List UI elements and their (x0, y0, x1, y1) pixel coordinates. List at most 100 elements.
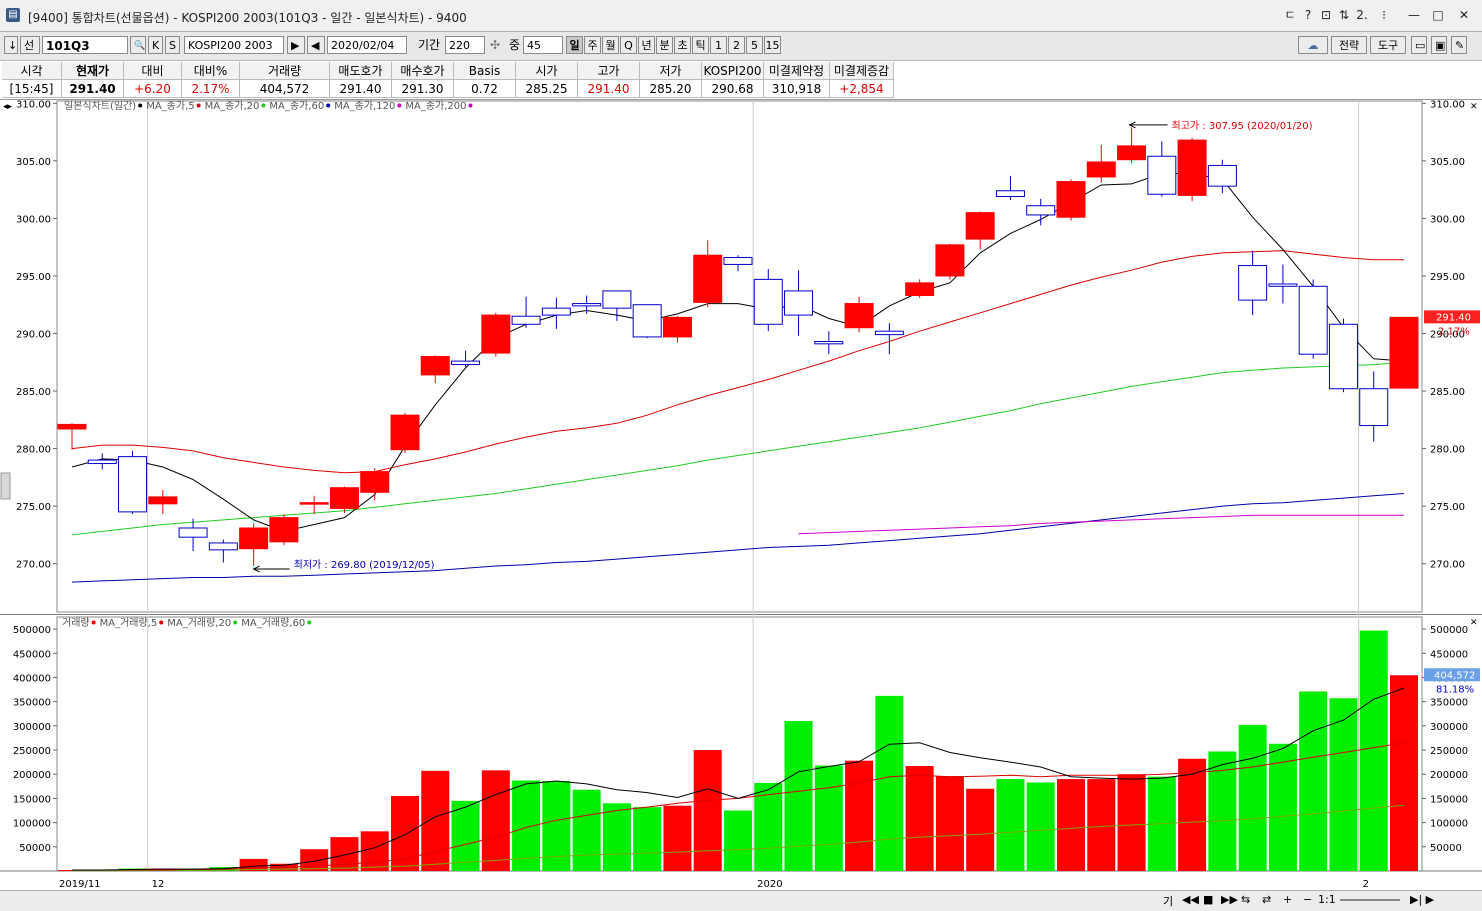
volume-bar[interactable] (1390, 675, 1418, 871)
candle-body[interactable] (1238, 265, 1268, 301)
crosshair-icon[interactable]: ✣ (490, 38, 501, 52)
volume-bar[interactable] (360, 831, 389, 871)
chart-area[interactable]: 최고가 : 307.95 (2020/01/20) 최저가 : 269.80 (2… (0, 0, 1482, 890)
candle-body[interactable] (511, 315, 541, 325)
candle-body[interactable] (1389, 316, 1419, 389)
interval-button-6[interactable]: 초 (674, 36, 691, 54)
volume-bar[interactable] (633, 807, 662, 871)
candle-body[interactable] (57, 423, 87, 430)
candle-body[interactable] (390, 414, 420, 451)
code-input[interactable]: 101Q3 (42, 36, 128, 54)
interval-button-4[interactable]: 년 (638, 36, 655, 54)
volume-bar[interactable] (1178, 758, 1207, 871)
period-input[interactable]: 220 (445, 36, 485, 54)
volume-bar[interactable] (784, 721, 813, 871)
volume-bar[interactable] (1057, 779, 1085, 871)
candle-body[interactable] (1147, 155, 1177, 195)
candle-body[interactable] (481, 314, 511, 354)
candle-body[interactable] (299, 502, 329, 505)
interval-button-9[interactable]: 2 (728, 36, 745, 54)
candle-body[interactable] (874, 330, 904, 336)
candle-body[interactable] (602, 290, 632, 309)
volume-bar[interactable] (996, 779, 1025, 871)
panel-close-icon[interactable]: ✕ (1470, 102, 1478, 112)
volume-bar[interactable] (724, 810, 752, 871)
wrench-icon[interactable]: ✎ (1451, 36, 1467, 54)
scroll-end-icon[interactable]: ▶| ▶ (1410, 893, 1435, 906)
candle-body[interactable] (784, 290, 814, 316)
volume-bar[interactable] (845, 760, 874, 871)
interval-button-11[interactable]: 15 (764, 36, 781, 54)
candle-body[interactable] (329, 487, 359, 509)
candle-body[interactable] (451, 360, 481, 366)
candle-body[interactable] (662, 316, 692, 338)
volume-bar[interactable] (481, 770, 510, 871)
volume-bar[interactable] (1299, 691, 1328, 871)
bottom-control-1[interactable]: ◀◀ (1182, 893, 1199, 906)
pin-icon[interactable]: ㄷ (1284, 8, 1296, 22)
bottom-control-6[interactable]: + (1283, 893, 1293, 906)
candle-body[interactable] (87, 459, 117, 465)
cloud-icon[interactable]: ☁ (1298, 36, 1328, 54)
folder-icon[interactable]: ▭ (1411, 36, 1427, 54)
candle-body[interactable] (1207, 164, 1237, 187)
close-icon[interactable]: ✕ (1458, 8, 1470, 22)
left-expand-handle[interactable] (0, 472, 11, 500)
candle-body[interactable] (1359, 388, 1389, 427)
interval-button-10[interactable]: 5 (746, 36, 763, 54)
volume-bar[interactable] (1359, 630, 1388, 871)
bottom-control-2[interactable]: ■ (1203, 893, 1214, 906)
candle-body[interactable] (1117, 145, 1147, 161)
maximize-icon[interactable]: □ (1432, 8, 1444, 22)
number-icon[interactable]: 2. (1356, 8, 1368, 22)
volume-bar[interactable] (663, 805, 692, 871)
count-input[interactable]: 45 (523, 36, 563, 54)
volume-bar[interactable] (1087, 779, 1116, 871)
volume-bar[interactable] (602, 803, 631, 871)
volume-bar[interactable] (1238, 724, 1267, 871)
volume-bar[interactable] (330, 837, 359, 871)
search-icon[interactable]: 🔍 (130, 36, 146, 54)
window-icon[interactable]: ⊡ (1320, 8, 1332, 22)
date-input[interactable]: 2020/02/04 (327, 36, 407, 54)
interval-button-7[interactable]: 틱 (692, 36, 709, 54)
interval-button-1[interactable]: 주 (584, 36, 601, 54)
candle-body[interactable] (118, 456, 148, 513)
bottom-control-3[interactable]: ▶▶ (1221, 893, 1238, 906)
volume-bar[interactable] (1026, 782, 1055, 871)
candle-body[interactable] (632, 304, 662, 338)
volume-bar[interactable] (905, 766, 934, 871)
candle-body[interactable] (1328, 323, 1358, 390)
interval-button-3[interactable]: Q (620, 36, 637, 54)
candle-body[interactable] (1268, 283, 1298, 287)
bottom-control-0[interactable]: 기 (1163, 895, 1174, 908)
menu-icon[interactable]: ⁝ (1382, 8, 1386, 22)
candle-body[interactable] (572, 303, 602, 307)
bottom-control-8[interactable]: 1:1 (1318, 893, 1336, 906)
candle-body[interactable] (1177, 139, 1207, 196)
candle-body[interactable] (178, 527, 208, 538)
candle-body[interactable] (239, 527, 269, 550)
volume-bar[interactable] (935, 776, 964, 871)
panel-resize-icon[interactable]: ◂▸ (3, 102, 13, 112)
volume-bar[interactable] (875, 695, 904, 871)
candle-body[interactable] (753, 278, 783, 325)
volume-bar[interactable] (754, 782, 783, 871)
volume-bar[interactable] (1117, 774, 1146, 871)
save-icon[interactable]: ▣ (1431, 36, 1447, 54)
volume-bar[interactable] (693, 750, 722, 871)
volume-bar[interactable] (451, 800, 480, 871)
candle-body[interactable] (693, 254, 723, 303)
candle-body[interactable] (905, 282, 935, 297)
mode-button[interactable]: 선 (20, 36, 40, 54)
volume-bar[interactable] (421, 770, 450, 871)
candle-body[interactable] (269, 517, 299, 543)
candle-body[interactable] (995, 190, 1025, 198)
down-arrow-button[interactable]: ↓ (4, 36, 18, 54)
volume-bar[interactable] (966, 788, 995, 871)
candle-body[interactable] (965, 212, 995, 240)
help-icon[interactable]: ? (1304, 8, 1312, 22)
bottom-control-4[interactable]: ⇆ (1241, 893, 1251, 906)
zoom-slider[interactable] (1340, 899, 1400, 901)
volume-bar[interactable] (814, 765, 843, 871)
